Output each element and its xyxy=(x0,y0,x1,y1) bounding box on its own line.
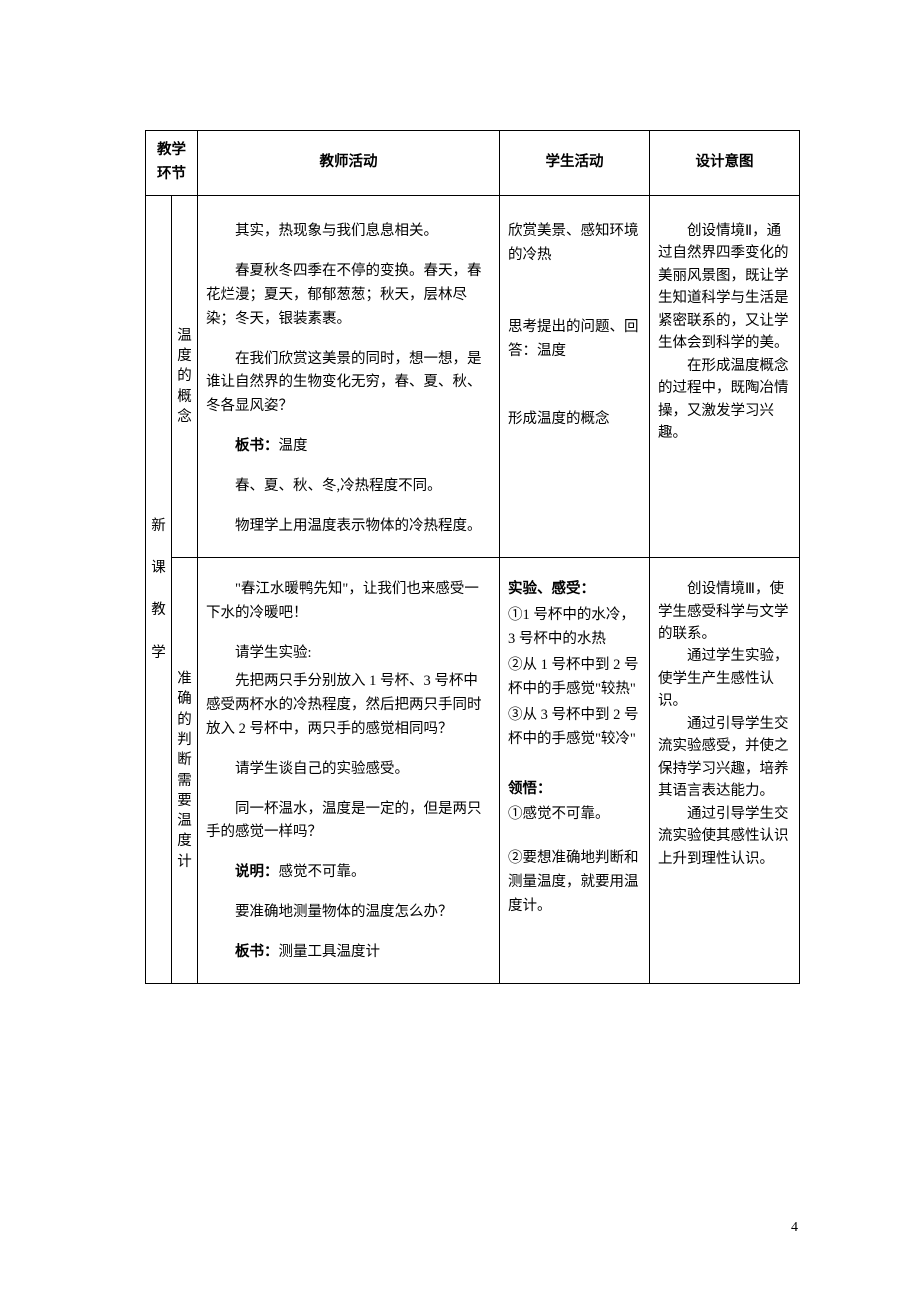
student-line: ②从 1 号杯中到 2 号杯中的手感觉"较热" xyxy=(508,654,641,702)
section-cell: 新 课 教 学 xyxy=(146,195,172,983)
board-text: 温度 xyxy=(279,438,308,454)
header-design: 设计意图 xyxy=(650,131,800,196)
sub-char: 温 xyxy=(174,811,195,831)
page-number: 4 xyxy=(791,1220,798,1236)
table-row: 准 确 的 判 断 需 要 温 度 计 "春江水暖鸭先知"，让我们也来感受一下水… xyxy=(146,558,800,984)
student-line: 思考提出的问题、回答：温度 xyxy=(508,316,641,364)
student-heading: 领悟： xyxy=(508,778,641,802)
teacher-para: 请学生实验: xyxy=(206,642,491,666)
student-line: ③从 3 号杯中到 2 号杯中的手感觉"较冷" xyxy=(508,704,641,752)
lesson-plan-table: 教学环节 教师活动 学生活动 设计意图 新 课 教 学 温 度 的 概 念 其实… xyxy=(145,130,800,984)
sub-char: 度 xyxy=(174,346,195,366)
header-section: 教学环节 xyxy=(146,131,198,196)
student-line: ②要想准确地判断和测量温度，就要用温度计。 xyxy=(508,847,641,919)
header-student: 学生活动 xyxy=(500,131,650,196)
explain-label: 说明： xyxy=(235,864,279,880)
teacher-para: 其实，热现象与我们息息相关。 xyxy=(206,220,491,244)
design-para: 创设情境Ⅱ，通过自然界四季变化的美丽风景图，既让学生知道科学与生活是紧密联系的，… xyxy=(658,220,791,355)
sub-char: 念 xyxy=(174,407,195,427)
teacher-para: 要准确地测量物体的温度怎么办？ xyxy=(206,901,491,925)
student-line: 欣赏美景、感知环境的冷热 xyxy=(508,220,641,268)
sub-char: 度 xyxy=(174,831,195,851)
section-char: 新 xyxy=(148,516,169,536)
section-char: 教 xyxy=(148,600,169,620)
design-para: 在形成温度概念的过程中，既陶冶情操，又激发学习兴趣。 xyxy=(658,355,791,445)
explain-text: 感觉不可靠。 xyxy=(279,864,366,880)
board-text: 测量工具温度计 xyxy=(279,944,381,960)
sub-char: 温 xyxy=(174,326,195,346)
sub-char: 判 xyxy=(174,730,195,750)
sub-char: 准 xyxy=(174,669,195,689)
header-teacher: 教师活动 xyxy=(198,131,500,196)
sub-char: 概 xyxy=(174,387,195,407)
design-para: 通过引导学生交流实验使其感性认识上升到理性认识。 xyxy=(658,803,791,870)
design-para: 通过学生实验，使学生产生感性认识。 xyxy=(658,645,791,712)
sub-char: 计 xyxy=(174,852,195,872)
subsection-cell: 温 度 的 概 念 xyxy=(172,195,198,557)
section-char: 课 xyxy=(148,558,169,578)
teacher-explain: 说明：感觉不可靠。 xyxy=(206,861,491,885)
sub-char: 确 xyxy=(174,689,195,709)
sub-char: 的 xyxy=(174,366,195,386)
sub-char: 断 xyxy=(174,750,195,770)
sub-char: 要 xyxy=(174,791,195,811)
teacher-para: "春江水暖鸭先知"，让我们也来感受一下水的冷暖吧！ xyxy=(206,578,491,626)
student-heading: 实验、感受： xyxy=(508,578,641,602)
design-para: 通过引导学生交流实验感受，并使之保持学习兴趣，培养其语言表达能力。 xyxy=(658,713,791,803)
student-line: ①1 号杯中的水冷，3 号杯中的水热 xyxy=(508,604,641,652)
table-header-row: 教学环节 教师活动 学生活动 设计意图 xyxy=(146,131,800,196)
sub-char: 需 xyxy=(174,771,195,791)
teacher-board: 板书：测量工具温度计 xyxy=(206,941,491,965)
student-activity-cell: 欣赏美景、感知环境的冷热 思考提出的问题、回答：温度 形成温度的概念 xyxy=(500,195,650,557)
subsection-cell: 准 确 的 判 断 需 要 温 度 计 xyxy=(172,558,198,984)
teacher-para: 先把两只手分别放入 1 号杯、3 号杯中感受两杯水的冷热程度，然后把两只手同时放… xyxy=(206,670,491,742)
student-line: ①感觉不可靠。 xyxy=(508,803,641,827)
document-page: 教学环节 教师活动 学生活动 设计意图 新 课 教 学 温 度 的 概 念 其实… xyxy=(0,0,920,984)
teacher-board: 板书：温度 xyxy=(206,435,491,459)
section-char: 学 xyxy=(148,643,169,663)
teacher-para: 请学生谈自己的实验感受。 xyxy=(206,758,491,782)
teacher-activity-cell: 其实，热现象与我们息息相关。 春夏秋冬四季在不停的变换。春天，春花烂漫；夏天，郁… xyxy=(198,195,500,557)
design-intent-cell: 创设情境Ⅲ，使学生感受科学与文学的联系。 通过学生实验，使学生产生感性认识。 通… xyxy=(650,558,800,984)
table-row: 新 课 教 学 温 度 的 概 念 其实，热现象与我们息息相关。 春夏秋冬四季在… xyxy=(146,195,800,557)
teacher-activity-cell: "春江水暖鸭先知"，让我们也来感受一下水的冷暖吧！ 请学生实验: 先把两只手分别… xyxy=(198,558,500,984)
sub-char: 的 xyxy=(174,710,195,730)
teacher-para: 物理学上用温度表示物体的冷热程度。 xyxy=(206,515,491,539)
design-para: 创设情境Ⅲ，使学生感受科学与文学的联系。 xyxy=(658,578,791,645)
board-label: 板书： xyxy=(235,944,279,960)
board-label: 板书： xyxy=(235,438,279,454)
teacher-para: 在我们欣赏这美景的同时，想一想，是谁让自然界的生物变化无穷，春、夏、秋、冬各显风… xyxy=(206,348,491,420)
student-line: 形成温度的概念 xyxy=(508,408,641,432)
design-intent-cell: 创设情境Ⅱ，通过自然界四季变化的美丽风景图，既让学生知道科学与生活是紧密联系的，… xyxy=(650,195,800,557)
student-activity-cell: 实验、感受： ①1 号杯中的水冷，3 号杯中的水热 ②从 1 号杯中到 2 号杯… xyxy=(500,558,650,984)
teacher-para: 春、夏、秋、冬,冷热程度不同。 xyxy=(206,475,491,499)
teacher-para: 春夏秋冬四季在不停的变换。春天，春花烂漫；夏天，郁郁葱葱；秋天，层林尽染；冬天，… xyxy=(206,260,491,332)
teacher-para: 同一杯温水，温度是一定的，但是两只手的感觉一样吗？ xyxy=(206,798,491,846)
